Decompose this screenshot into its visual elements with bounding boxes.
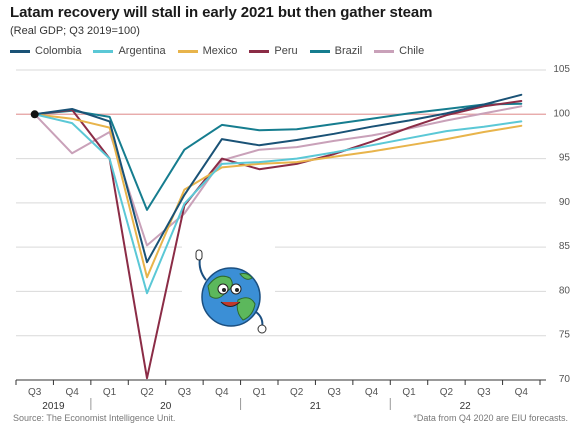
series-line-peru [33,100,523,380]
y-tick-label: 105 [553,64,570,75]
x-tick-label: Q2 [290,387,304,398]
legend: Colombia Argentina Mexico Peru Brazil Chile [10,45,424,57]
x-tick-label: Q4 [215,387,229,398]
series-line-argentina [33,113,523,295]
x-tick-label: Q4 [515,387,529,398]
legend-swatch [309,49,330,53]
y-axis-ticks: 70 75 80 85 90 95 100 105 [553,64,570,385]
legend-item-chile: Chile [374,45,424,57]
legend-label: Peru [274,45,298,57]
legend-item-colombia: Colombia [10,45,81,57]
x-year-label: 22 [460,401,472,412]
legend-label: Brazil [334,45,363,57]
x-tick-label: Q3 [477,387,491,398]
legend-label: Colombia [35,45,82,57]
series-line-mexico [33,113,523,279]
x-tick-label: Q1 [402,387,416,398]
legend-label: Chile [399,45,425,57]
legend-swatch [249,49,270,53]
x-tick-label: Q1 [103,387,117,398]
globe-mascot-illustration [182,243,275,334]
x-year-label: 2019 [42,401,65,412]
y-tick-label: 70 [559,374,571,385]
source-note: Source: The Economist Intelligence Unit. [13,413,176,423]
forecast-footnote: *Data from Q4 2020 are EIU forecasts. [413,413,568,423]
start-marker-group [30,110,39,119]
x-year-label: 20 [160,401,172,412]
legend-swatch [10,49,30,53]
series-line-brazil [33,102,523,211]
legend-item-peru: Peru [249,45,298,57]
chart-title: Latam recovery will stall in early 2021 … [10,4,433,21]
legend-swatch [374,49,395,53]
x-tick-label: Q4 [365,387,379,398]
y-tick-label: 90 [559,197,571,208]
legend-item-brazil: Brazil [309,45,363,57]
y-tick-label: 80 [559,285,571,296]
legend-label: Argentina [118,45,166,57]
series-lines [33,93,523,380]
x-tick-label: Q4 [65,387,79,398]
x-tick-label: Q1 [253,387,267,398]
x-tick-label: Q2 [140,387,154,398]
y-tick-label: 75 [559,330,571,341]
x-tick-label: Q3 [327,387,341,398]
y-tick-label: 85 [559,241,571,252]
legend-swatch [93,49,114,53]
y-tick-label: 100 [553,108,570,119]
x-tick-label: Q3 [178,387,192,398]
x-tick-label: Q3 [28,387,42,398]
x-year-label: 21 [310,401,322,412]
legend-item-argentina: Argentina [93,45,166,57]
legend-label: Mexico [202,45,238,57]
series-line-colombia [33,93,523,264]
legend-item-mexico: Mexico [177,45,238,57]
start-marker [30,110,39,119]
legend-swatch [177,49,198,53]
x-tick-label: Q2 [440,387,454,398]
y-tick-label: 95 [559,153,571,164]
chart-subtitle: (Real GDP; Q3 2019=100) [10,25,140,37]
